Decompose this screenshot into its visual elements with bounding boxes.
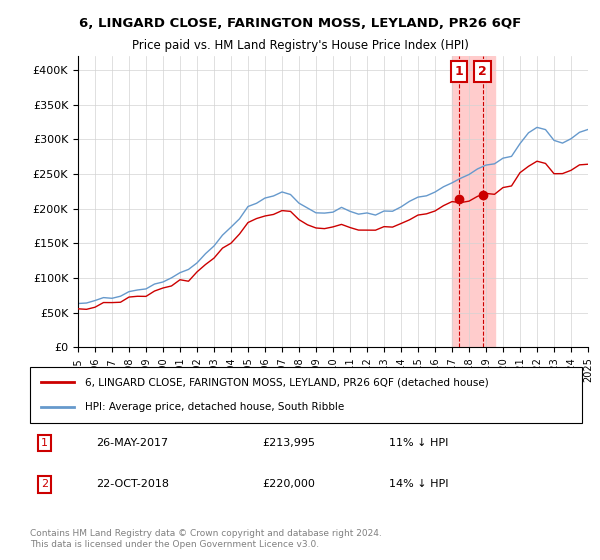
Text: 2: 2 — [41, 479, 48, 489]
Text: £220,000: £220,000 — [262, 479, 315, 489]
Text: £213,995: £213,995 — [262, 438, 315, 448]
Text: Contains HM Land Registry data © Crown copyright and database right 2024.
This d: Contains HM Land Registry data © Crown c… — [30, 529, 382, 549]
Text: HPI: Average price, detached house, South Ribble: HPI: Average price, detached house, Sout… — [85, 402, 344, 412]
FancyBboxPatch shape — [30, 367, 582, 423]
Text: Price paid vs. HM Land Registry's House Price Index (HPI): Price paid vs. HM Land Registry's House … — [131, 39, 469, 52]
Text: 2: 2 — [478, 65, 487, 78]
Bar — [452, 56, 494, 347]
Text: 11% ↓ HPI: 11% ↓ HPI — [389, 438, 448, 448]
Text: 1: 1 — [41, 438, 48, 448]
Text: 1: 1 — [454, 65, 463, 78]
Text: 6, LINGARD CLOSE, FARINGTON MOSS, LEYLAND, PR26 6QF (detached house): 6, LINGARD CLOSE, FARINGTON MOSS, LEYLAN… — [85, 377, 489, 388]
Text: 26-MAY-2017: 26-MAY-2017 — [96, 438, 169, 448]
Text: 6, LINGARD CLOSE, FARINGTON MOSS, LEYLAND, PR26 6QF: 6, LINGARD CLOSE, FARINGTON MOSS, LEYLAN… — [79, 17, 521, 30]
Text: 22-OCT-2018: 22-OCT-2018 — [96, 479, 169, 489]
Text: 14% ↓ HPI: 14% ↓ HPI — [389, 479, 448, 489]
